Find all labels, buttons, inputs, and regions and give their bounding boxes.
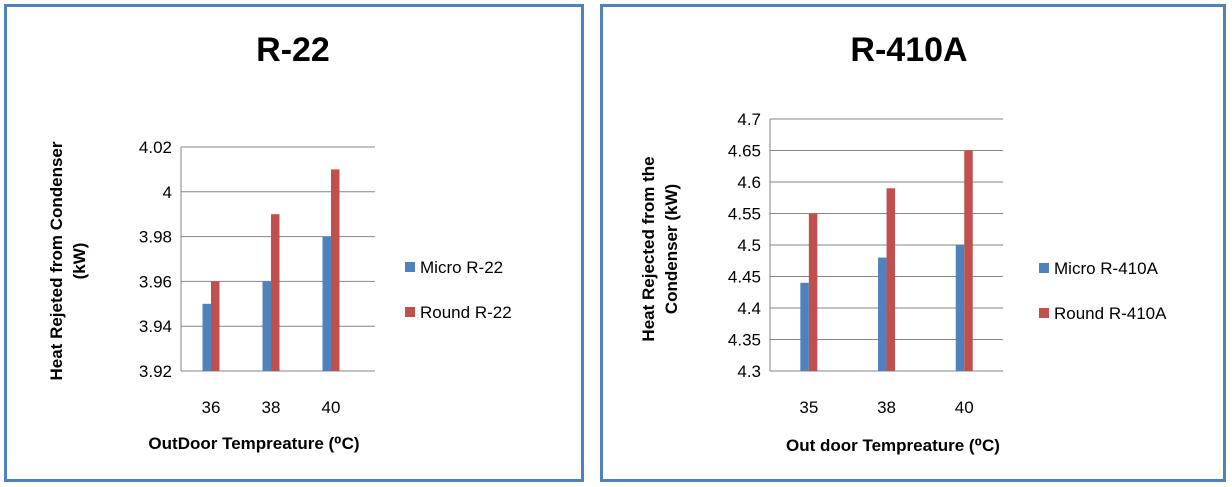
legend-swatch — [405, 307, 415, 317]
y-axis-label-line1: Heat Rejeted from Condenser — [47, 141, 66, 380]
legend-swatch — [1039, 308, 1049, 318]
legend-swatch — [405, 262, 415, 272]
y-tick-label: 3.92 — [139, 362, 172, 381]
y-axis-label-line2: (kW) — [70, 243, 89, 280]
legend-label: Round R-22 — [420, 303, 512, 322]
y-tick-label: 4.7 — [737, 110, 761, 129]
chart-r22: R-22 Heat Rejeted from Condenser (kW) Ou… — [47, 31, 512, 453]
y-tick-label: 4.55 — [728, 205, 761, 224]
y-tick-label: 4 — [163, 183, 172, 202]
bar-round-r-410a — [808, 213, 818, 371]
bar-micro-r-22 — [322, 236, 331, 371]
y-tick-label: 4.5 — [737, 236, 761, 255]
legend-label: Round R-410A — [1054, 304, 1167, 323]
y-tick-label: 4.02 — [139, 138, 172, 157]
y-axis-label-line2: Condenser (kW) — [662, 184, 681, 314]
y-tick-label: 3.96 — [139, 272, 172, 291]
x-tick-label: 40 — [322, 398, 341, 417]
bar-round-r-410a — [886, 188, 896, 371]
bar-micro-r-410a — [955, 245, 965, 371]
bar-micro-r-22 — [202, 303, 211, 371]
y-tick-label: 3.98 — [139, 228, 172, 247]
chart-title: R-22 — [256, 31, 330, 69]
x-tick-label: 36 — [202, 398, 221, 417]
legend-swatch — [1039, 263, 1049, 273]
y-tick-label: 4.45 — [728, 268, 761, 287]
chart-panel-r410a: R-410A Heat Rejected from the Condenser … — [600, 4, 1226, 482]
legend-label: Micro R-410A — [1054, 259, 1159, 278]
y-axis-label-line1: Heat Rejected from the — [639, 156, 658, 341]
y-tick-label: 4.65 — [728, 142, 761, 161]
y-tick-label: 3.94 — [139, 317, 172, 336]
x-axis-label: Out door Tempreature (⁰C) — [786, 436, 1000, 455]
x-tick-label: 40 — [955, 398, 974, 417]
bar-round-r-410a — [964, 150, 973, 371]
x-axis-label: OutDoor Tempreature (⁰C) — [148, 434, 359, 453]
y-tick-label: 4.6 — [737, 173, 761, 192]
bar-micro-r-22 — [262, 281, 271, 371]
x-tick-label: 38 — [262, 398, 281, 417]
chart-r410a: R-410A Heat Rejected from the Condenser … — [639, 31, 1167, 455]
bar-round-r-22 — [271, 214, 280, 371]
bar-round-r-22 — [331, 169, 340, 371]
y-tick-label: 4.4 — [737, 299, 761, 318]
chart-panel-r22: R-22 Heat Rejeted from Condenser (kW) Ou… — [4, 4, 584, 482]
chart-title: R-410A — [850, 31, 967, 69]
y-tick-label: 4.3 — [737, 362, 761, 381]
bar-micro-r-410a — [878, 257, 887, 371]
x-tick-label: 38 — [877, 398, 896, 417]
bar-round-r-22 — [211, 281, 220, 371]
x-tick-label: 35 — [799, 398, 818, 417]
y-tick-label: 4.35 — [728, 331, 761, 350]
legend-label: Micro R-22 — [420, 258, 503, 277]
bar-micro-r-410a — [800, 282, 809, 371]
